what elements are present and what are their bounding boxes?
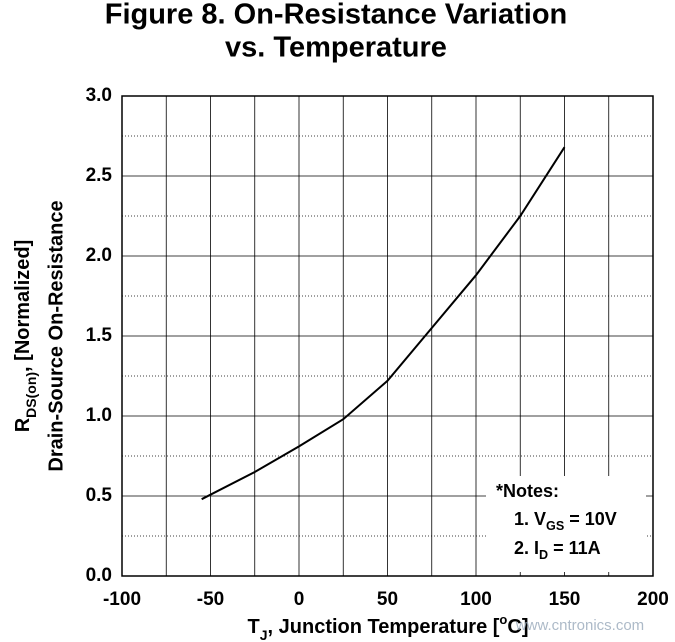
x-axis-label: TJ, Junction Temperature [oC] xyxy=(248,612,529,642)
x-tick-label: -100 xyxy=(103,589,141,610)
y-axis-label: Drain-Source On-Resistance xyxy=(45,200,67,471)
y-tick-label: 3.0 xyxy=(86,85,112,106)
plot-frame xyxy=(121,95,654,577)
note-item: 2. ID = 11A xyxy=(514,538,601,563)
y-tick-label: 2.0 xyxy=(86,245,112,266)
x-tick-label: -50 xyxy=(197,589,224,610)
y-axis-label: RDS(on), [Normalized] xyxy=(12,240,38,433)
label-part: T xyxy=(248,616,260,638)
label-part: D xyxy=(539,548,548,562)
data-line xyxy=(201,146,566,501)
label-part: GS xyxy=(546,519,564,533)
label-part: DS(on) xyxy=(23,372,39,418)
x-tick-label: 50 xyxy=(377,589,398,610)
chart-title: Figure 8. On-Resistance Variation xyxy=(105,0,568,31)
label-part: , [Normalized] xyxy=(12,240,34,372)
notes-box xyxy=(486,476,646,572)
x-tick-label: 150 xyxy=(549,589,581,610)
label-part: C] xyxy=(507,616,528,638)
label-part: J xyxy=(260,627,268,642)
x-tick-label: 0 xyxy=(294,589,305,610)
x-tick-label: 200 xyxy=(637,589,669,610)
label-part: 1. V xyxy=(514,509,546,529)
notes-title: *Notes: xyxy=(496,481,559,501)
label-part: o xyxy=(499,612,507,627)
y-tick-label: 0.0 xyxy=(86,565,112,586)
label-part: R xyxy=(12,417,34,432)
y-tick-label: 1.5 xyxy=(86,325,113,346)
label-part: 2. I xyxy=(514,538,539,558)
watermark: www.cntronics.com xyxy=(515,617,644,634)
label-part: = 11A xyxy=(548,538,601,558)
y-tick-label: 1.0 xyxy=(86,405,112,426)
y-tick-label: 2.5 xyxy=(86,165,113,186)
note-item: 1. VGS = 10V xyxy=(514,509,617,534)
chart-title: vs. Temperature xyxy=(225,32,447,64)
label-part: = 10V xyxy=(564,509,617,529)
label-part: , Junction Temperature [ xyxy=(268,616,500,638)
x-tick-label: 100 xyxy=(460,589,492,610)
y-tick-label: 0.5 xyxy=(86,485,113,506)
